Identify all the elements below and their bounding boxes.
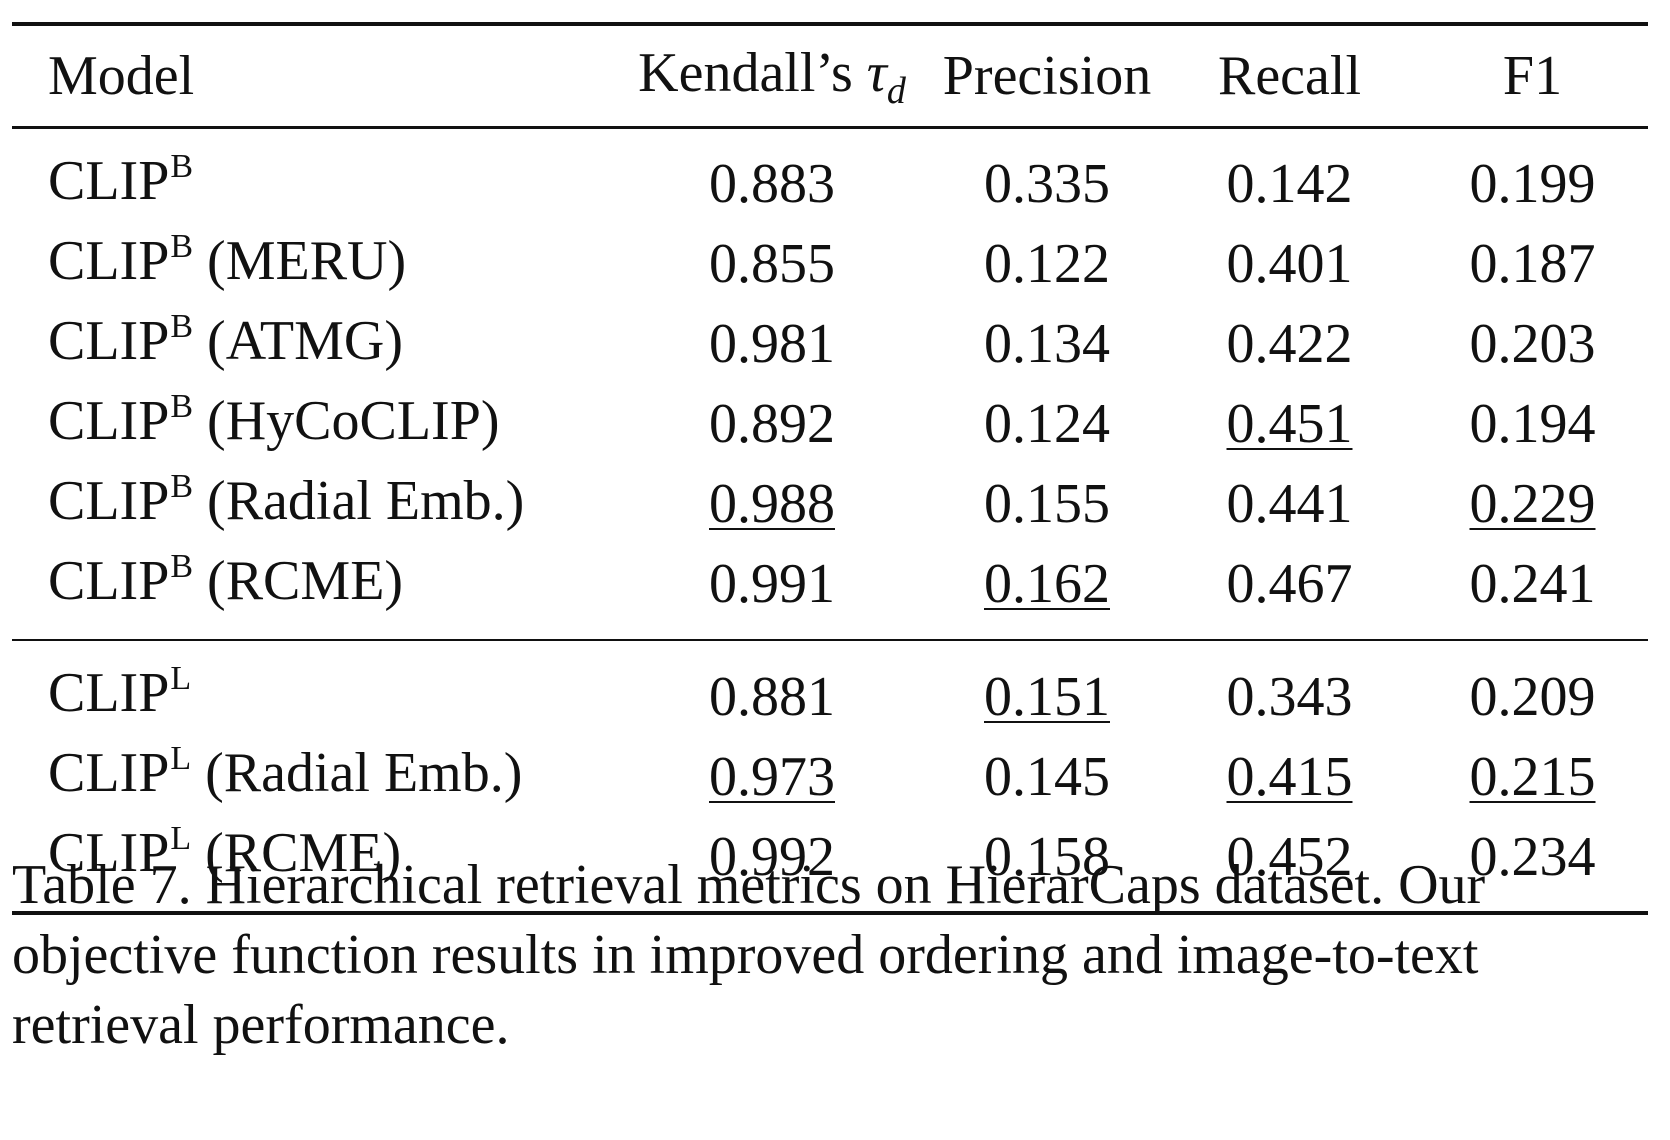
precision-cell: 0.134 (984, 313, 1110, 375)
tau-cell: 0.973 (709, 745, 835, 808)
model-variant: (ATMG) (207, 309, 404, 372)
tau-cell: 0.855 (709, 233, 835, 295)
header-kendall-tau: Kendall’s τd (612, 26, 932, 126)
model-cell: CLIPB (ATMG) (12, 305, 612, 385)
model-cell: CLIPB (RCME) (12, 545, 612, 639)
model-superscript: B (170, 227, 194, 265)
model-base: CLIP (48, 662, 170, 724)
model-superscript: B (170, 387, 194, 425)
recall-cell: 0.401 (1226, 233, 1353, 295)
precision-cell: 0.158 (984, 825, 1110, 888)
table-row: CLIPB 0.883 0.335 0.142 0.199 (12, 129, 1648, 225)
tau-cell: 0.883 (709, 153, 835, 215)
table-row: CLIPL (RCME) 0.992 0.158 0.452 0.234 (12, 817, 1648, 911)
model-superscript: B (170, 307, 194, 345)
model-base: CLIP (48, 389, 170, 452)
model-cell: CLIPL (RCME) (12, 817, 612, 911)
header-model: Model (48, 44, 195, 107)
precision-cell: 0.145 (984, 745, 1110, 808)
header-rule (12, 126, 1648, 129)
f1-cell: 0.215 (1469, 745, 1596, 808)
table-row: CLIPB (ATMG) 0.981 0.134 0.422 0.203 (12, 305, 1648, 385)
recall-cell: 0.452 (1226, 825, 1353, 888)
header-precision: Precision (942, 44, 1152, 107)
model-variant: (RCME) (205, 822, 402, 884)
precision-cell: 0.155 (984, 473, 1110, 535)
model-variant: (RCME) (207, 549, 404, 612)
top-rule (12, 22, 1648, 26)
model-cell: CLIPB (12, 129, 612, 225)
f1-cell: 0.187 (1469, 233, 1596, 295)
table-row: CLIPB (Radial Emb.) 0.988 0.155 0.441 0.2… (12, 465, 1648, 545)
model-variant: (Radial Emb.) (207, 469, 525, 532)
results-table: Model Kendall’s τd Precision Recall F1 (12, 26, 1648, 126)
table-row: CLIPB (MERU) 0.855 0.122 0.401 0.187 (12, 225, 1648, 305)
model-cell: CLIPB (HyCoCLIP) (12, 385, 612, 465)
recall-cell: 0.467 (1226, 553, 1353, 615)
precision-cell: 0.335 (984, 153, 1110, 215)
model-base: CLIP (48, 742, 170, 804)
results-group-clip-l: CLIPL 0.881 0.151 0.343 0.209 CLIPL (Radi… (12, 641, 1648, 911)
model-cell: CLIPB (Radial Emb.) (12, 465, 612, 545)
precision-cell: 0.124 (984, 393, 1110, 455)
model-cell: CLIPL (Radial Emb.) (12, 737, 612, 817)
tau-cell: 0.991 (709, 553, 835, 615)
f1-cell: 0.229 (1469, 473, 1596, 535)
bottom-rule (12, 911, 1648, 915)
precision-cell: 0.162 (984, 553, 1110, 615)
f1-cell: 0.241 (1469, 553, 1596, 615)
recall-cell: 0.422 (1226, 313, 1353, 375)
table-row: CLIPB (HyCoCLIP) 0.892 0.124 0.451 0.194 (12, 385, 1648, 465)
model-base: CLIP (48, 309, 170, 372)
results-table-container: Model Kendall’s τd Precision Recall F1 C… (12, 22, 1648, 915)
model-base: CLIP (48, 149, 170, 212)
header-kendall-label: Kendall’s (638, 41, 867, 104)
table-row: CLIPL (Radial Emb.) 0.973 0.145 0.415 0.2… (12, 737, 1648, 817)
f1-cell: 0.199 (1469, 153, 1596, 215)
model-superscript: B (170, 147, 194, 185)
model-cell: CLIPB (MERU) (12, 225, 612, 305)
f1-cell: 0.234 (1469, 825, 1596, 888)
f1-cell: 0.194 (1469, 393, 1596, 455)
tau-cell: 0.981 (709, 313, 835, 375)
header-f1: F1 (1502, 44, 1563, 107)
tau-cell: 0.988 (709, 473, 835, 535)
results-group-clip-b: CLIPB 0.883 0.335 0.142 0.199 CLIPB (MERU… (12, 129, 1648, 639)
tau-cell: 0.881 (709, 665, 835, 728)
f1-cell: 0.203 (1469, 313, 1596, 375)
tau-cell: 0.992 (709, 825, 835, 888)
recall-cell: 0.343 (1226, 665, 1353, 728)
model-variant: (HyCoCLIP) (207, 389, 500, 452)
model-superscript: L (170, 740, 192, 777)
f1-cell: 0.209 (1469, 665, 1596, 728)
model-base: CLIP (48, 469, 170, 532)
group-separator-rule (12, 638, 1648, 641)
model-variant: (Radial Emb.) (205, 742, 523, 804)
tau-subscript: d (886, 69, 906, 112)
table-row: CLIPB (RCME) 0.991 0.162 0.467 0.241 (12, 545, 1648, 639)
model-superscript: L (170, 820, 192, 857)
table-caption: Table 7. Hierarchical retrieval metrics … (12, 854, 1486, 1056)
header-recall: Recall (1217, 44, 1362, 107)
recall-cell: 0.415 (1226, 745, 1353, 808)
recall-cell: 0.142 (1226, 153, 1353, 215)
recall-cell: 0.441 (1226, 473, 1353, 535)
tau-symbol: τ (866, 41, 887, 104)
tau-cell: 0.892 (709, 393, 835, 455)
model-cell: CLIPL (12, 641, 612, 737)
table-row: CLIPL 0.881 0.151 0.343 0.209 (12, 641, 1648, 737)
header-row: Model Kendall’s τd Precision Recall F1 (12, 26, 1648, 126)
model-superscript: B (170, 467, 194, 505)
model-superscript: B (170, 547, 194, 585)
model-base: CLIP (48, 549, 170, 612)
model-variant: (MERU) (207, 229, 407, 292)
model-base: CLIP (48, 229, 170, 292)
model-base: CLIP (48, 822, 170, 884)
precision-cell: 0.122 (984, 233, 1110, 295)
precision-cell: 0.151 (984, 665, 1110, 728)
recall-cell: 0.451 (1226, 393, 1353, 455)
model-superscript: L (170, 660, 192, 697)
